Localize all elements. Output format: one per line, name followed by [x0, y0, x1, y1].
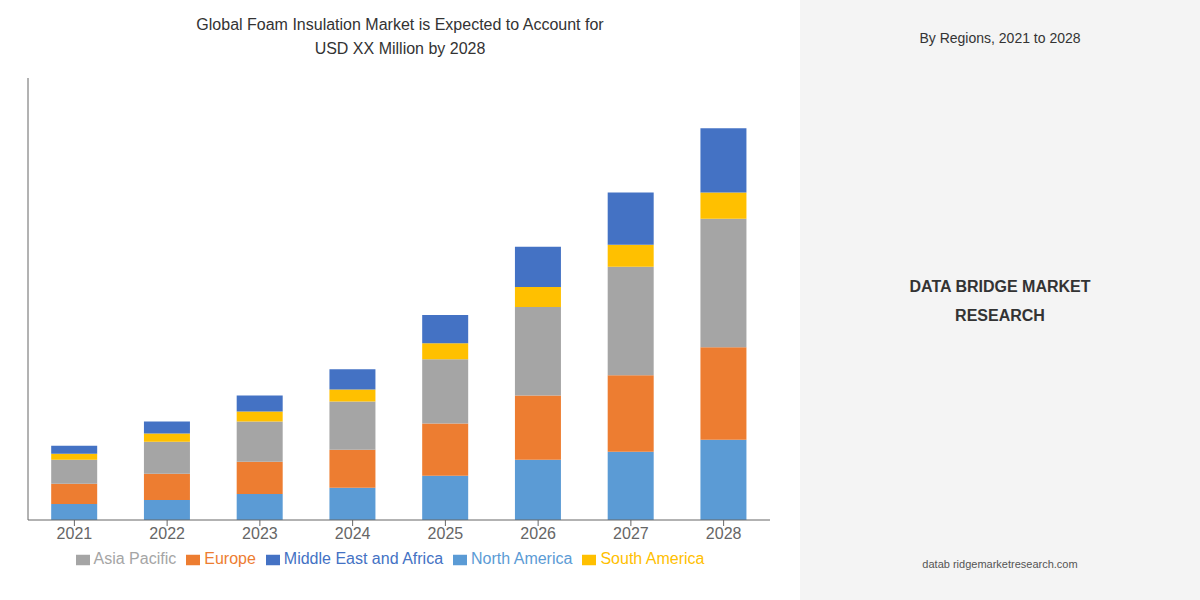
svg-text:2021: 2021 — [57, 525, 93, 542]
svg-text:2025: 2025 — [428, 525, 464, 542]
html-text:Middle East and Africa: Middle East and Africa — [283, 550, 443, 567]
svg-text:2023: 2023 — [242, 525, 278, 542]
svg-text:2026: 2026 — [520, 525, 556, 542]
html-text:Europe: Europe — [204, 550, 256, 567]
html-text:Global Foam Insulation Market: Global Foam Insulation Market is Expecte… — [196, 16, 604, 33]
html-text:South America: South America — [600, 550, 705, 567]
html-text:USD XX Million by 2028: USD XX Million by 2028 — [314, 40, 486, 57]
svg-text:2027: 2027 — [613, 525, 649, 542]
svg-text:2028: 2028 — [706, 525, 742, 542]
html-text:DATA BRIDGE MARKET RESEARCH: DATA BRIDGE MARKET RESEARCH — [909, 278, 1091, 324]
html-text:datab ridgemarketresearch.com: datab ridgemarketresearch.com — [922, 558, 1078, 570]
svg-text:2022: 2022 — [149, 525, 185, 542]
html-text:By Regions, 2021 to 2028: By Regions, 2021 to 2028 — [919, 30, 1081, 46]
html-text:Asia Pacific: Asia Pacific — [93, 550, 177, 567]
svg-text:2024: 2024 — [335, 525, 371, 542]
html-text:North America: North America — [471, 550, 573, 567]
